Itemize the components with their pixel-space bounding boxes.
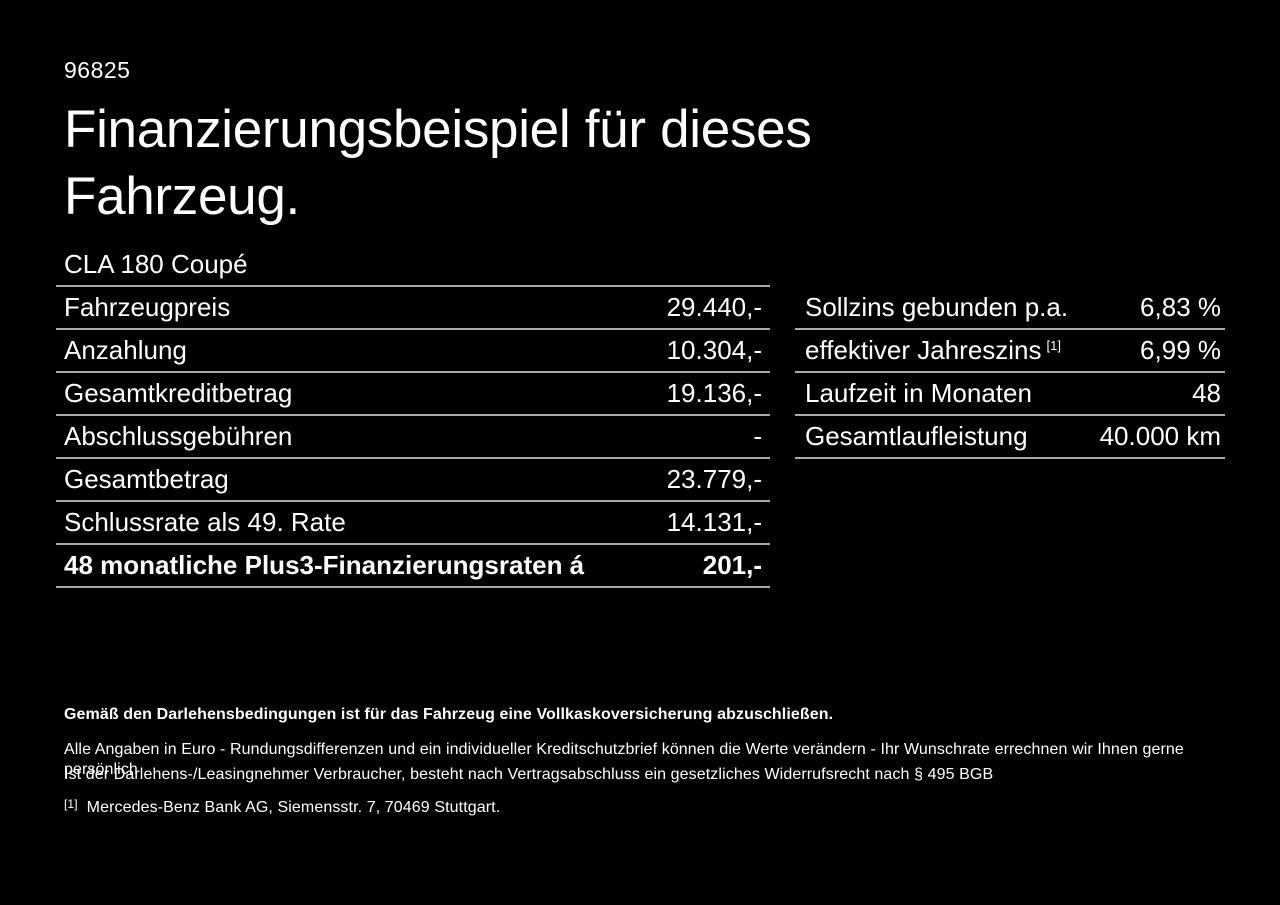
row-label: effektiver Jahreszins [1]	[805, 335, 1061, 366]
row-value: 23.779,-	[666, 464, 762, 494]
offer-id: 96825	[64, 57, 131, 83]
table-row: Fahrzeugpreis 29.440,-	[56, 287, 770, 330]
row-value: 29.440,-	[666, 292, 762, 322]
table-row: Abschlussgebühren -	[56, 416, 770, 459]
row-label: Laufzeit in Monaten	[805, 378, 1032, 408]
row-value: 40.000 km	[1099, 421, 1221, 451]
row-label: Gesamtlaufleistung	[805, 421, 1028, 451]
row-value: 14.131,-	[666, 507, 762, 537]
page-title-line1: Finanzierungsbeispiel für dieses	[64, 100, 812, 159]
table-row: Sollzins gebunden p.a. 6,83 %	[795, 287, 1225, 330]
row-value: 6,83 %	[1140, 292, 1221, 322]
table-row: effektiver Jahreszins [1] 6,99 %	[795, 330, 1225, 373]
row-value: 19.136,-	[666, 378, 762, 408]
footnote-reference: [1]	[1046, 338, 1061, 353]
table-row: Anzahlung 10.304,-	[56, 330, 770, 373]
row-label: 48 monatliche Plus3-Finanzierungsraten á	[64, 550, 585, 580]
page-title: Finanzierungsbeispiel für dieses Fahrzeug…	[64, 96, 812, 230]
vehicle-name: CLA 180 Coupé	[56, 244, 770, 287]
disclaimer-line2: Ist der Darlehens-/Leasingnehmer Verbrau…	[64, 766, 994, 783]
row-label: Fahrzeugpreis	[64, 292, 231, 322]
row-label: Sollzins gebunden p.a.	[805, 292, 1069, 322]
finance-table: CLA 180 Coupé Fahrzeugpreis 29.440,- Anz…	[56, 244, 770, 588]
bank-footnote: [1] Mercedes-Benz Bank AG, Siemensstr. 7,…	[64, 794, 1224, 818]
page-title-line2: Fahrzeug.	[64, 167, 300, 226]
table-row-monthly-rate: 48 monatliche Plus3-Finanzierungsraten á…	[56, 545, 770, 588]
row-label: Schlussrate als 49. Rate	[64, 507, 346, 537]
table-row: Laufzeit in Monaten 48	[795, 373, 1225, 416]
row-value: 10.304,-	[666, 335, 762, 365]
row-label: Anzahlung	[64, 335, 187, 365]
table-row: Gesamtkreditbetrag 19.136,-	[56, 373, 770, 416]
footnote-marker: [1]	[64, 797, 78, 811]
row-label: Gesamtbetrag	[64, 464, 229, 494]
table-row: Gesamtlaufleistung 40.000 km	[795, 416, 1225, 459]
disclaimer-line1: Alle Angaben in Euro - Rundungsdifferenz…	[64, 741, 1184, 778]
row-label: Gesamtkreditbetrag	[64, 378, 293, 408]
footnote-text: Mercedes-Benz Bank AG, Siemensstr. 7, 70…	[86, 799, 501, 816]
row-value: 201,-	[702, 550, 762, 580]
insurance-note: Gemäß den Darlehensbedingungen ist für d…	[64, 706, 834, 723]
row-label: Abschlussgebühren	[64, 421, 293, 451]
table-row: Schlussrate als 49. Rate 14.131,-	[56, 502, 770, 545]
row-value: -	[753, 421, 762, 451]
row-value: 48	[1192, 378, 1221, 408]
row-value: 6,99 %	[1140, 335, 1221, 365]
conditions-table: Sollzins gebunden p.a. 6,83 % effektiver…	[795, 287, 1225, 459]
row-label-text: effektiver Jahreszins	[805, 335, 1042, 365]
table-row: Gesamtbetrag 23.779,-	[56, 459, 770, 502]
